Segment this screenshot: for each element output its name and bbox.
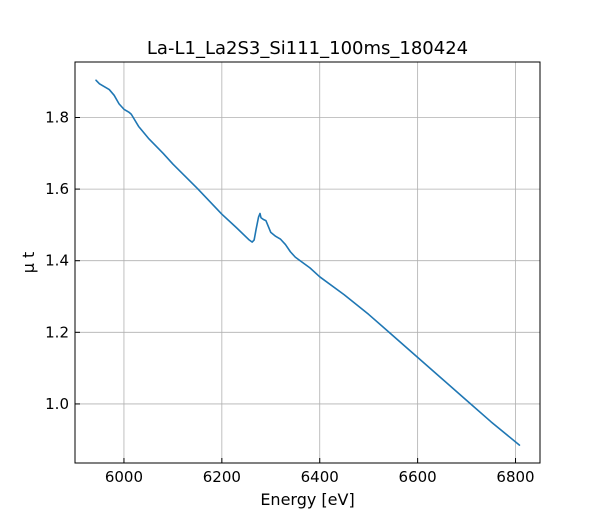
grid-lines <box>75 62 540 463</box>
x-tick-label: 6200 <box>203 468 241 486</box>
series-line <box>95 79 521 446</box>
y-tick-label: 1.6 <box>45 180 69 198</box>
y-tick-label: 1.4 <box>45 252 69 270</box>
y-tick-label: 1.8 <box>45 108 69 126</box>
chart-title: La-L1_La2S3_Si111_100ms_180424 <box>147 38 468 59</box>
y-tick-label: 1.2 <box>45 323 69 341</box>
series-layer <box>95 79 521 446</box>
x-tick-label: 6600 <box>399 468 437 486</box>
y-axis-label: μ t <box>19 252 38 274</box>
x-tick-label: 6400 <box>301 468 339 486</box>
x-axis-label: Energy [eV] <box>260 490 354 509</box>
x-tick-label: 6000 <box>105 468 143 486</box>
plot-frame <box>74 61 541 464</box>
x-tick-label: 6800 <box>496 468 534 486</box>
axis-ticks: 6000 6200 6400 6600 6800 1.0 1.2 1.4 1.6 1.8 <box>45 108 534 486</box>
y-tick-label: 1.0 <box>45 395 69 413</box>
